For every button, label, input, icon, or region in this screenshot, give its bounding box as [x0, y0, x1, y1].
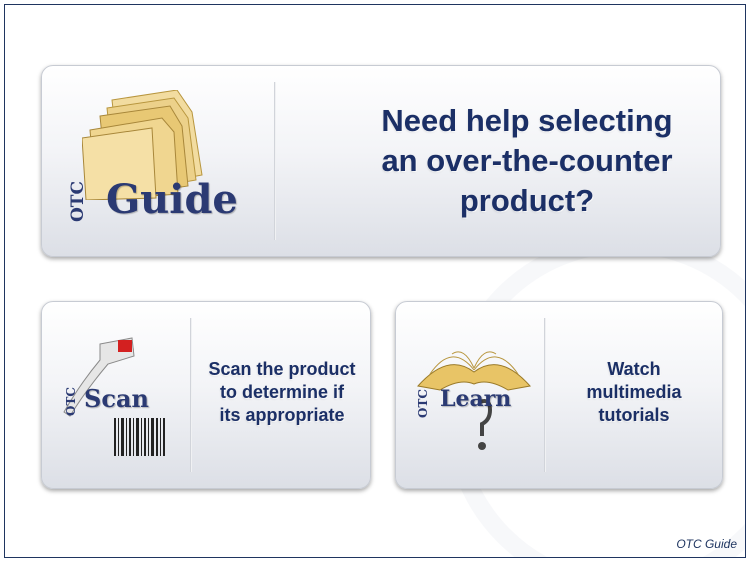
logo-otc-text: OTC [416, 389, 430, 418]
card-divider [274, 82, 276, 240]
otc-guide-logo: OTC Guide [60, 90, 270, 240]
scan-description: Scan the product to determine if its app… [208, 358, 356, 425]
learn-description: Watch multimedia tutorials [586, 358, 682, 425]
otc-scan-card[interactable]: OTC Scan Scan the product to determine i… [41, 301, 371, 489]
open-book-icon [417, 351, 531, 450]
barcode-scanner-icon [63, 337, 165, 456]
app-frame: OTC Guide Need help selecting an over-th… [4, 4, 746, 558]
otc-learn-logo: OTC Learn [408, 332, 540, 472]
otc-guide-card[interactable]: OTC Guide Need help selecting an over-th… [41, 65, 721, 257]
otc-learn-card[interactable]: OTC Learn Watch multimedia tutorials [395, 301, 723, 489]
main-headline: Need help selecting an over-the-counter … [381, 103, 673, 218]
logo-otc-text: OTC [64, 387, 78, 416]
footer-brand: OTC Guide [676, 537, 737, 551]
logo-scan-text: Scan [84, 384, 149, 413]
logo-guide-text: Guide [106, 176, 238, 223]
logo-learn-text: Learn [440, 386, 512, 412]
card-divider [190, 318, 192, 472]
card-divider [544, 318, 546, 472]
logo-otc-text: OTC [68, 181, 88, 222]
folder-icon [82, 90, 203, 200]
otc-scan-logo: OTC Scan [56, 330, 186, 470]
